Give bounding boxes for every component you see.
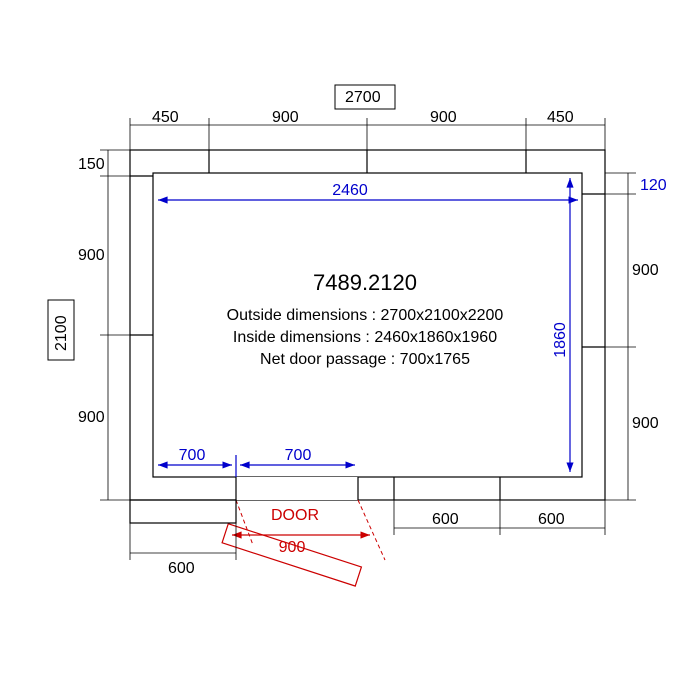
right-dimension-col: 120 900 900 [605, 173, 667, 500]
door-offset-label-0: 700 [179, 447, 206, 464]
door-offset-label-1: 700 [285, 447, 312, 464]
inside-dims-label: Inside dimensions : 2460x1860x1960 [233, 329, 497, 346]
bottom-left-dim: 600 [168, 560, 195, 577]
right-dim-1: 900 [632, 262, 659, 279]
inner-wall [153, 173, 582, 477]
overall-width-label: 2700 [345, 89, 381, 106]
right-dim-2: 900 [632, 415, 659, 432]
bottom-dim-1: 600 [432, 511, 459, 528]
top-dim-3: 450 [547, 109, 574, 126]
left-dim-0: 150 [78, 156, 105, 173]
floor-panel [130, 500, 236, 523]
overall-height-label: 2100 [53, 315, 70, 351]
model-number: 7489.2120 [313, 270, 417, 295]
top-dim-1: 900 [272, 109, 299, 126]
door-leaf: DOOR 900 [222, 500, 385, 586]
top-dim-2: 900 [430, 109, 457, 126]
door-text: DOOR [271, 507, 319, 524]
left-dim-1: 900 [78, 247, 105, 264]
left-dimension-col: 150 900 900 [78, 150, 130, 500]
top-dimension-row: 450 900 900 450 [130, 109, 605, 150]
door-opening [236, 477, 358, 500]
door-width-label: 900 [279, 539, 306, 556]
left-dim-2: 900 [78, 409, 105, 426]
bottom-dimension-row: 600 600 600 [130, 500, 605, 577]
outside-dims-label: Outside dimensions : 2700x2100x2200 [227, 307, 504, 324]
inner-width-label: 2460 [332, 182, 368, 199]
bottom-dim-2: 600 [538, 511, 565, 528]
inner-height-label: 1860 [552, 322, 569, 358]
top-dim-0: 450 [152, 109, 179, 126]
door-passage-label: Net door passage : 700x1765 [260, 351, 470, 368]
right-dim-0: 120 [640, 177, 667, 194]
